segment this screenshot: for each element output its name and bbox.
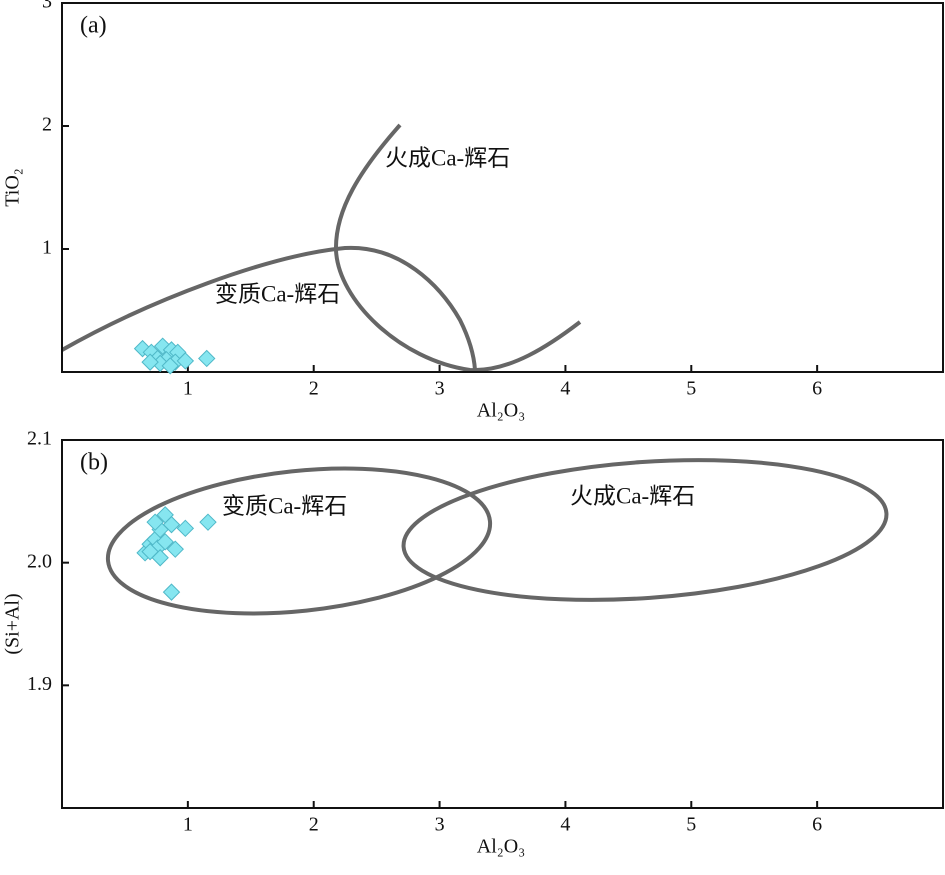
region-boundary	[105, 466, 493, 616]
annotation: 变质Ca-辉石	[222, 493, 347, 518]
data-point	[162, 583, 181, 601]
x-tick-label: 2	[309, 814, 319, 836]
annotation: 变质Ca-辉石	[215, 281, 340, 306]
data-point	[199, 513, 217, 531]
x-tick-label: 5	[686, 814, 696, 836]
data-point	[146, 513, 164, 531]
y-tick-label: 1.9	[27, 673, 52, 695]
y-axis-label: TiO₂	[2, 168, 24, 207]
data-point	[133, 339, 152, 358]
x-tick-label: 2	[309, 378, 319, 400]
x-tick-label: 3	[435, 814, 445, 836]
x-tick-label: 5	[686, 378, 696, 400]
x-tick-label: 3	[435, 378, 445, 400]
y-tick-label: 1	[42, 237, 52, 259]
panel-label: (b)	[80, 450, 108, 476]
x-tick-label: 6	[812, 378, 822, 400]
data-point	[198, 349, 216, 368]
y-axis-label: (Si+Al)	[2, 593, 24, 654]
data-point	[153, 337, 172, 355]
x-tick-label: 6	[812, 814, 822, 836]
data-point	[141, 353, 159, 371]
region-boundary	[401, 458, 889, 602]
x-axis-label: Al₂O₃	[477, 836, 525, 858]
x-tick-label: 4	[560, 814, 570, 836]
x-axis-label: Al₂O₃	[477, 400, 525, 422]
x-tick-label: 1	[183, 814, 193, 836]
panel-label: (a)	[80, 13, 107, 39]
annotation: 火成Ca-辉石	[570, 483, 695, 508]
data-point	[156, 533, 174, 551]
data-point	[141, 542, 159, 561]
y-tick-label: 2.1	[27, 428, 52, 450]
data-point	[161, 357, 179, 375]
data-point	[176, 519, 195, 538]
y-tick-label: 3	[42, 0, 52, 13]
data-point	[176, 352, 195, 370]
region-boundary	[61, 245, 477, 371]
x-tick-label: 1	[183, 378, 193, 400]
x-tick-label: 4	[560, 378, 570, 400]
plot-frame	[61, 2, 944, 373]
y-tick-label: 2	[42, 114, 52, 136]
annotation: 火成Ca-辉石	[385, 145, 510, 170]
plot-frame	[61, 439, 944, 809]
y-tick-label: 2.0	[27, 550, 52, 572]
data-point	[166, 540, 184, 558]
region-boundary	[333, 123, 582, 373]
